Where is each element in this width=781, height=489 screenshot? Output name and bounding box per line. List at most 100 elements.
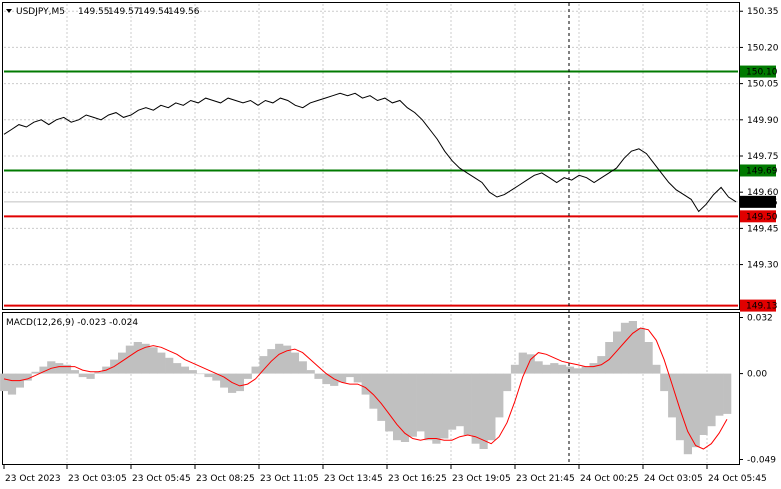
price-tags: 150.10 149.69 149.50 149.13 149.56 (740, 65, 778, 312)
level-tag-label: 149.50 (746, 212, 778, 222)
macd-bar (487, 373, 496, 441)
macd-bar (133, 342, 142, 374)
macd-bar (385, 373, 394, 432)
level-tag (740, 164, 776, 177)
macd-bar (149, 347, 158, 374)
macd-bar (78, 373, 87, 378)
level-tag (740, 65, 776, 78)
ohlc-low: 149.54 (138, 7, 170, 17)
price-tick-label: 150.20 (747, 43, 779, 53)
macd-bar (605, 342, 614, 374)
macd-bar (283, 345, 292, 374)
macd-bar (393, 373, 402, 441)
macd-bar (589, 363, 598, 374)
macd-bar (377, 373, 386, 421)
macd-bar (526, 354, 535, 374)
ohlc-high: 149.57 (108, 7, 140, 17)
level-tag-label: 149.13 (746, 302, 778, 312)
macd-bar (141, 343, 150, 374)
time-tick-label: 24 Oct 03:05 (644, 474, 703, 484)
price-line (3, 92, 737, 213)
macd-bar (652, 364, 661, 374)
ohlc-open: 149.55 (78, 7, 110, 17)
macd-bar (424, 373, 433, 441)
macd-bar (558, 364, 567, 374)
macd-tick-label: 0.032 (747, 314, 773, 324)
time-tick-label: 23 Oct 13:45 (324, 474, 383, 484)
time-tick-label: 23 Oct 03:05 (68, 474, 127, 484)
time-tick-label: 23 Oct 19:05 (452, 474, 511, 484)
macd-bar (220, 373, 229, 388)
level-tag-label: 150.10 (746, 68, 778, 78)
price-tick-label: 149.90 (747, 116, 779, 126)
time-tick-label: 23 Oct 16:25 (388, 474, 447, 484)
macd-bar (157, 352, 166, 374)
macd-bar (644, 342, 653, 374)
time-tick-label: 23 Oct 21:45 (516, 474, 575, 484)
price-tick-label: 150.35 (747, 7, 779, 17)
macd-bar (448, 373, 457, 430)
macd-bar (408, 373, 417, 437)
macd-bar (7, 373, 17, 395)
macd-bar (471, 373, 480, 444)
macd-bar (165, 357, 174, 374)
macd-bar (440, 373, 449, 439)
macd-bar (675, 373, 685, 441)
macd-bar (259, 356, 268, 374)
current-price-label: 149.56 (746, 198, 778, 208)
macd-bar (275, 343, 284, 374)
macd-bar (314, 373, 323, 379)
macd-bar (47, 361, 56, 374)
symbol-label: USDJPY,M5 (16, 7, 65, 17)
macd-bar (345, 373, 355, 378)
macd-bar (432, 373, 441, 444)
macd-bar (361, 373, 370, 395)
macd-bar (455, 373, 465, 427)
macd-tick-label: 0.00 (747, 370, 767, 380)
price-tick-label: 149.30 (747, 261, 779, 271)
macd-bar (550, 363, 559, 374)
level-tag-label: 149.69 (746, 166, 778, 176)
level-lines (4, 70, 738, 307)
macd-bar (479, 373, 488, 449)
time-tick-label: 24 Oct 00:25 (580, 474, 639, 484)
macd-bar (188, 370, 197, 374)
macd-bar (0, 373, 9, 392)
ohlc-close: 149.56 (168, 7, 200, 17)
macd-bar (180, 366, 189, 374)
macd-bar (723, 373, 732, 414)
macd-bar (243, 373, 252, 379)
time-tick-label: 24 Oct 05:45 (708, 474, 767, 484)
macd-bar (542, 364, 551, 374)
macd-signal-line (3, 327, 728, 450)
macd-bar (290, 352, 299, 374)
macd-bar (125, 345, 134, 374)
macd-bar (620, 322, 630, 374)
macd-bar (298, 361, 307, 374)
macd-bar (636, 328, 645, 374)
macd-histogram (0, 321, 732, 455)
price-tick-label: 149.75 (747, 152, 779, 162)
macd-bar (691, 373, 700, 448)
macd-bar (235, 373, 244, 392)
macd-bar (118, 352, 127, 374)
macd-bar (306, 370, 315, 374)
macd-bar (55, 363, 64, 374)
macd-bar (369, 373, 378, 409)
macd-bar (23, 373, 32, 381)
macd-bar (715, 373, 724, 416)
time-tick-label: 23 Oct 08:25 (196, 474, 255, 484)
macd-bar (581, 366, 590, 374)
dropdown-triangle-icon[interactable] (6, 9, 12, 13)
macd-bar (39, 366, 48, 374)
price-axis: 150.35150.20150.05149.90149.75149.60149.… (739, 7, 779, 271)
macd-bar (330, 373, 339, 386)
macd-bar (510, 364, 520, 374)
macd-bar (518, 352, 527, 374)
macd-bar (70, 370, 79, 374)
macd-bar (86, 373, 95, 379)
macd-bar (94, 371, 103, 374)
macd-bar (31, 371, 40, 374)
macd-bar (416, 373, 425, 432)
macd-bar (628, 321, 637, 374)
